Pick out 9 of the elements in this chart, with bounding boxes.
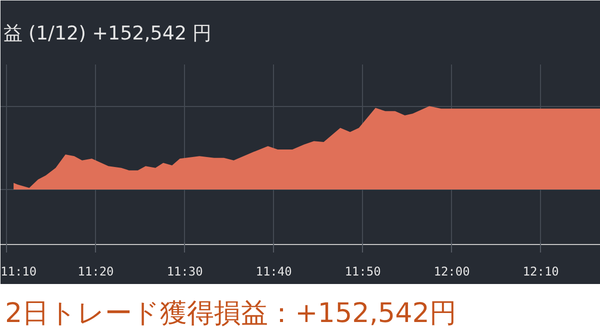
chart-title: 益 (1/12) +152,542 円	[4, 22, 212, 44]
x-tick-label: 11:50	[344, 264, 381, 278]
x-tick-label: 11:40	[256, 264, 292, 278]
text: 2日トレード獲得損益：+152,542円	[5, 297, 456, 331]
x-tick-label: 11:10	[0, 264, 37, 278]
x-tick-label: 12:10	[522, 264, 559, 278]
x-tick-label: 12:00	[434, 264, 470, 278]
x-tick-label: 11:20	[78, 264, 114, 278]
x-tick-label: 11:30	[166, 264, 203, 278]
